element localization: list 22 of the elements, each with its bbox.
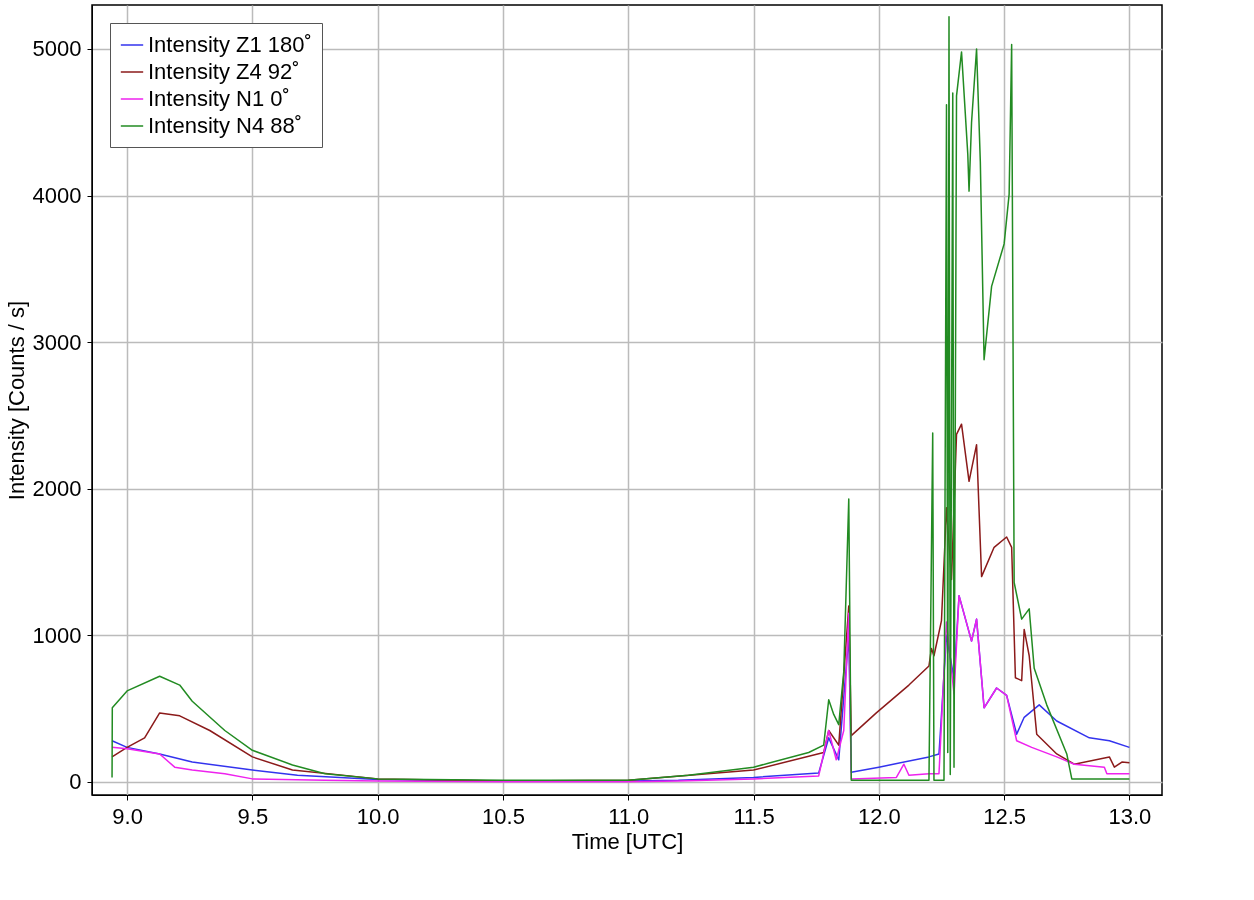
x-tick-label: 10.5 bbox=[482, 803, 525, 829]
line-series bbox=[111, 15, 1131, 782]
y-axis-title: Intensity [Counts / s] bbox=[3, 300, 29, 501]
y-tick-label: 5000 bbox=[32, 36, 82, 62]
x-tick-label: 13.0 bbox=[1108, 803, 1152, 829]
x-tick-label: 12.0 bbox=[857, 803, 901, 829]
legend-label: Intensity Z4 92˚ bbox=[148, 59, 300, 84]
y-tick-label: 1000 bbox=[32, 622, 82, 648]
x-tick-label: 10.0 bbox=[356, 803, 400, 829]
x-tick-label: 12.5 bbox=[983, 803, 1027, 829]
legend-label: Intensity Z1 180˚ bbox=[148, 32, 312, 57]
y-tick-label: 4000 bbox=[32, 183, 82, 209]
x-tick-label: 9.0 bbox=[112, 803, 143, 829]
x-tick-label: 11.0 bbox=[608, 803, 650, 829]
y-tick-label: 3000 bbox=[32, 329, 82, 355]
legend-label: Intensity N1 0˚ bbox=[148, 86, 290, 111]
x-tick-label: 11.5 bbox=[733, 803, 775, 829]
x-tick-label: 9.5 bbox=[237, 803, 269, 829]
x-axis-title: Time [UTC] bbox=[571, 828, 684, 854]
y-tick-label: 2000 bbox=[32, 476, 82, 502]
y-tick-label: 0 bbox=[69, 769, 82, 795]
legend-label: Intensity N4 88˚ bbox=[148, 113, 303, 138]
